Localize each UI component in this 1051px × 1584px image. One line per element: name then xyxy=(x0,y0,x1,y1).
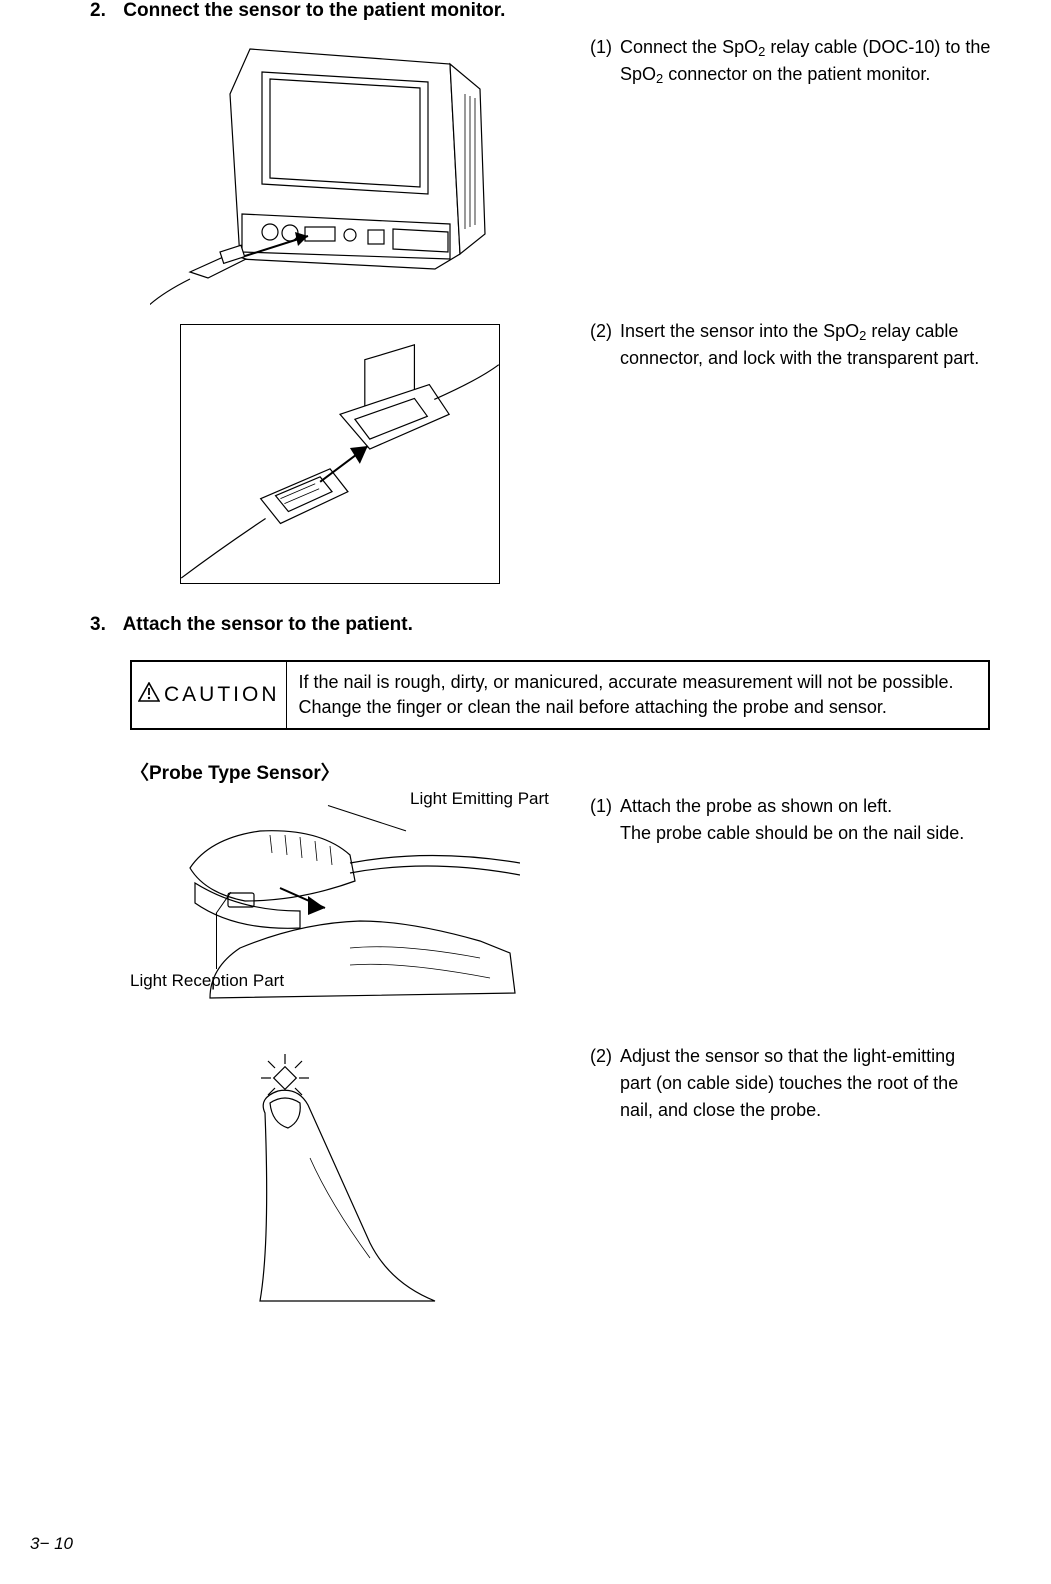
caution-box: CAUTION If the nail is rough, dirty, or … xyxy=(130,660,990,730)
probe-sub1: (1) Attach the probe as shown on left. T… xyxy=(590,793,991,847)
step2-row1: (1) Connect the SpO2 relay cable (DOC-10… xyxy=(90,34,991,314)
callout-light-reception: Light Reception Part xyxy=(130,971,284,991)
step2-sub1-num: (1) xyxy=(590,34,620,88)
caution-label-cell: CAUTION xyxy=(132,662,287,728)
finger-illustration-icon xyxy=(210,1043,440,1303)
connector-illustration-icon xyxy=(181,325,499,583)
probe-sub2-text-col: (2) Adjust the sensor so that the light-… xyxy=(580,1043,991,1130)
figure-probe-col: Light Emitting Part Light Reception Part xyxy=(150,793,580,1003)
probe-sub1-num: (1) xyxy=(590,793,620,847)
callout-light-emitting: Light Emitting Part xyxy=(410,789,549,809)
probe-sub1-body: Attach the probe as shown on left. The p… xyxy=(620,793,991,847)
page-number: 3− 10 xyxy=(30,1534,73,1554)
figure-probe: Light Emitting Part Light Reception Part xyxy=(150,793,520,1003)
step3-heading: 3. Attach the sensor to the patient. xyxy=(90,614,991,636)
probe-sub1-text-col: (1) Attach the probe as shown on left. T… xyxy=(580,793,991,853)
probe-sub2-body: Adjust the sensor so that the light-emit… xyxy=(620,1043,991,1124)
figure-finger xyxy=(210,1043,440,1303)
probe-row2: (2) Adjust the sensor so that the light-… xyxy=(90,1043,991,1303)
step2-sub2-num: (2) xyxy=(590,318,620,372)
step2-sub2-body: Insert the sensor into the SpO2 relay ca… xyxy=(620,318,991,372)
caution-label-text: CAUTION xyxy=(164,683,280,707)
step2-sub1-body: Connect the SpO2 relay cable (DOC-10) to… xyxy=(620,34,991,88)
step3-number: 3. xyxy=(90,614,118,636)
step2-sub1-text-col: (1) Connect the SpO2 relay cable (DOC-10… xyxy=(580,34,991,94)
step2-sub2-text-col: (2) Insert the sensor into the SpO2 rela… xyxy=(580,318,991,378)
probe-subheading: 〈Probe Type Sensor〉 xyxy=(130,758,991,785)
step2-heading: 2. Connect the sensor to the patient mon… xyxy=(90,0,991,22)
caution-text: If the nail is rough, dirty, or manicure… xyxy=(287,662,989,728)
step3-title: Attach the sensor to the patient. xyxy=(123,614,413,635)
callout-line-recv2 xyxy=(216,913,217,969)
step2-row2: (2) Insert the sensor into the SpO2 rela… xyxy=(90,318,991,584)
figure-connector xyxy=(180,324,500,584)
monitor-illustration-icon xyxy=(150,34,490,314)
step2-title: Connect the sensor to the patient monito… xyxy=(123,0,505,21)
step2-sub1: (1) Connect the SpO2 relay cable (DOC-10… xyxy=(590,34,991,88)
step2-number: 2. xyxy=(90,0,118,22)
figure-monitor xyxy=(150,34,490,314)
probe-row1: Light Emitting Part Light Reception Part… xyxy=(90,793,991,1003)
probe-sub2-num: (2) xyxy=(590,1043,620,1124)
figure-connector-col xyxy=(150,318,580,584)
page: 2. Connect the sensor to the patient mon… xyxy=(0,0,1051,1584)
warning-triangle-icon xyxy=(138,682,160,708)
probe-sub2: (2) Adjust the sensor so that the light-… xyxy=(590,1043,991,1124)
figure-monitor-col xyxy=(150,34,580,314)
step2-sub2: (2) Insert the sensor into the SpO2 rela… xyxy=(590,318,991,372)
figure-finger-col xyxy=(150,1043,580,1303)
